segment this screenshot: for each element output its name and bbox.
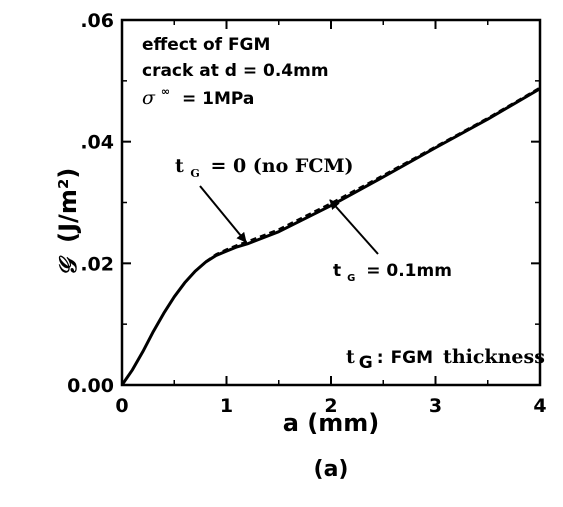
annotation-tg-zero: t G = 0 (no FCM) xyxy=(175,155,354,182)
annotation-line3: σ ∞ = 1MPa xyxy=(142,80,254,109)
annotation-line1: effect of FGM xyxy=(142,35,270,55)
footnote-sub: G xyxy=(359,353,373,373)
x-tick-label: 4 xyxy=(533,395,546,417)
annotation-tg-point1: t G = 0.1mm xyxy=(333,261,452,286)
footnote-fgm: FGM xyxy=(391,348,433,368)
sigma-superscript: ∞ xyxy=(161,85,170,98)
axis-ticks xyxy=(121,19,541,386)
tg-zero-rest: = 0 (no FCM) xyxy=(210,155,353,177)
y-axis-label: 𝒢 (J/m²) xyxy=(53,168,82,277)
y-tick-label: .04 xyxy=(80,132,114,154)
x-tick-label: 0 xyxy=(115,395,128,417)
tg-zero-t: t xyxy=(175,155,184,177)
arrow-tg-point1 xyxy=(329,199,379,255)
axis-tick-labels: 0 1 2 3 4 0.00 .02 .04 .06 xyxy=(67,10,547,417)
annotation-footnote: t G : FGM thickness xyxy=(346,346,545,373)
x-tick-label: 1 xyxy=(220,395,233,417)
svg-text:𝒢 (J/m²): 𝒢 (J/m²) xyxy=(53,168,82,277)
x-tick-label: 3 xyxy=(429,395,442,417)
footnote-rest: thickness xyxy=(443,346,545,368)
tg-point1-rest: = 0.1mm xyxy=(366,261,452,281)
footnote-t: t xyxy=(346,346,355,368)
tg-point1-sub: G xyxy=(347,273,355,284)
series-line-solid xyxy=(120,87,541,386)
y-tick-label: .02 xyxy=(80,253,114,275)
y-axis-symbol: 𝒢 xyxy=(53,255,82,276)
sigma-symbol: σ xyxy=(142,87,156,109)
tg-point1-t: t xyxy=(333,261,341,281)
y-tick-label: .06 xyxy=(80,10,114,32)
x-axis-label: a (mm) xyxy=(283,409,380,437)
annotation-line2: crack at d = 0.4mm xyxy=(142,61,329,81)
x-tick-label: 2 xyxy=(324,395,337,417)
series-line-dashed xyxy=(121,86,541,386)
arrow-tg-zero xyxy=(199,185,247,243)
tg-zero-sub: G xyxy=(190,167,199,180)
y-tick-label: 0.00 xyxy=(67,375,114,397)
series-layer xyxy=(120,86,541,386)
sigma-value: = 1MPa xyxy=(182,89,254,109)
y-axis-unit: (J/m²) xyxy=(54,168,82,243)
panel-label: (a) xyxy=(314,457,349,482)
footnote-colon: : xyxy=(377,348,384,368)
